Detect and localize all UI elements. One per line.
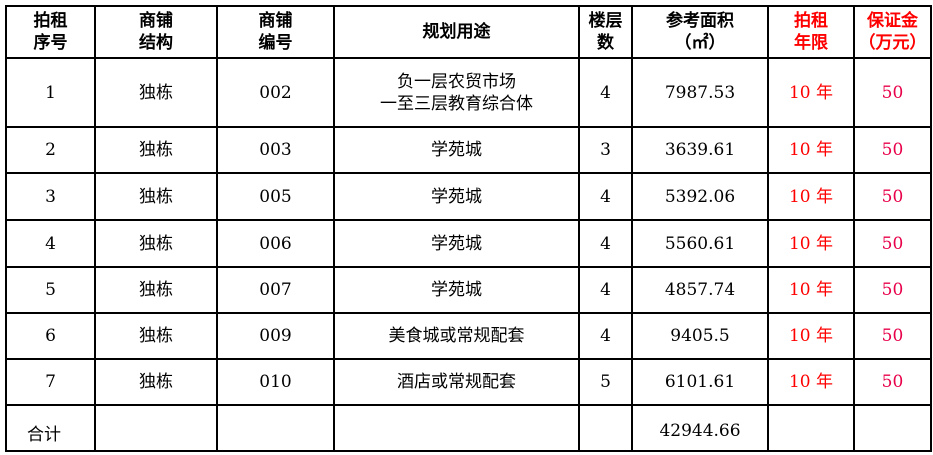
col-deposit-cell: 50: [853, 172, 932, 221]
col-floors-cell: 5: [578, 358, 633, 406]
col-area-cell: 7987.53: [631, 57, 769, 128]
col-lot-number-header: 拍租 序号: [5, 5, 96, 59]
col-lease-term-cell: 10 年: [767, 172, 855, 221]
col-lot-number-cell: 3: [5, 172, 96, 221]
total-label: 合计: [5, 404, 96, 452]
empty-cell: [767, 404, 855, 452]
table-row: 6 独栋 009 美食城或常规配套 4 9405.5 10 年 50: [5, 312, 932, 360]
col-deposit-cell: 50: [853, 126, 932, 174]
col-deposit-cell: 50: [853, 266, 932, 314]
col-planned-use-cell: 美食城或常规配套: [333, 312, 580, 360]
col-lease-term-cell: 10 年: [767, 219, 855, 268]
col-area-cell: 5560.61: [631, 219, 769, 268]
col-floors-header: 楼层 数: [578, 5, 633, 59]
col-floors-cell: 4: [578, 57, 633, 128]
col-lease-term-cell: 10 年: [767, 266, 855, 314]
col-planned-use-cell: 学苑城: [333, 126, 580, 174]
table-row: 1 独栋 002 负一层农贸市场 一至三层教育综合体 4 7987.53 10 年 50: [5, 57, 932, 128]
table-row: 7 独栋 010 酒店或常规配套 5 6101.61 10 年 50: [5, 358, 932, 406]
col-planned-use-cell: 学苑城: [333, 172, 580, 221]
col-floors-cell: 3: [578, 126, 633, 174]
table-row: 3 独栋 005 学苑城 4 5392.06 10 年 50: [5, 172, 932, 221]
col-deposit-cell: 50: [853, 312, 932, 360]
col-shop-number-cell: 009: [216, 312, 335, 360]
empty-cell: [578, 404, 633, 452]
col-lot-number-cell: 7: [5, 358, 96, 406]
col-shop-number-cell: 002: [216, 57, 335, 128]
col-floors-cell: 4: [578, 219, 633, 268]
col-deposit-cell: 50: [853, 358, 932, 406]
col-lease-term-cell: 10 年: [767, 358, 855, 406]
col-planned-use-header: 规划用途: [333, 5, 580, 59]
col-deposit-header: 保证金 （万元）: [853, 5, 932, 59]
col-area-header: 参考面积 （㎡）: [631, 5, 769, 59]
col-area-cell: 5392.06: [631, 172, 769, 221]
col-planned-use-cell: 学苑城: [333, 266, 580, 314]
table-row: 2 独栋 003 学苑城 3 3639.61 10 年 50: [5, 126, 932, 174]
col-deposit-cell: 50: [853, 57, 932, 128]
col-shop-number-cell: 006: [216, 219, 335, 268]
col-planned-use-cell: 学苑城: [333, 219, 580, 268]
col-lease-term-cell: 10 年: [767, 57, 855, 128]
col-floors-cell: 4: [578, 172, 633, 221]
col-deposit-cell: 50: [853, 219, 932, 268]
lease-table: 拍租 序号 商铺 结构 商铺 编号 规划用途 楼层 数参考面积 （㎡） 拍租 年限 保证金 …: [5, 5, 932, 452]
col-lease-term-cell: 10 年: [767, 126, 855, 174]
col-shop-number-cell: 005: [216, 172, 335, 221]
col-lot-number-cell: 2: [5, 126, 96, 174]
col-lease-term-header: 拍租 年限: [767, 5, 855, 59]
col-structure-cell: 独栋: [94, 219, 218, 268]
col-lot-number-cell: 6: [5, 312, 96, 360]
col-lease-term-cell: 10 年: [767, 312, 855, 360]
col-lot-number-cell: 4: [5, 219, 96, 268]
total-area: 42944.66: [631, 404, 769, 452]
empty-cell: [216, 404, 335, 452]
total-row: 合计 42944.66: [5, 404, 932, 452]
col-shop-number-cell: 007: [216, 266, 335, 314]
table-row: 5 独栋 007 学苑城 4 4857.74 10 年 50: [5, 266, 932, 314]
col-shop-number-cell: 003: [216, 126, 335, 174]
col-structure-header: 商铺 结构: [94, 5, 218, 59]
col-area-cell: 9405.5: [631, 312, 769, 360]
col-area-cell: 6101.61: [631, 358, 769, 406]
header-row: 拍租 序号 商铺 结构 商铺 编号 规划用途 楼层 数参考面积 （㎡） 拍租 年限 保证金 …: [5, 5, 932, 59]
col-structure-cell: 独栋: [94, 358, 218, 406]
table-row: 4 独栋 006 学苑城 4 5560.61 10 年 50: [5, 219, 932, 268]
col-area-cell: 4857.74: [631, 266, 769, 314]
col-structure-cell: 独栋: [94, 266, 218, 314]
col-structure-cell: 独栋: [94, 126, 218, 174]
col-lot-number-cell: 1: [5, 57, 96, 128]
col-shop-number-header: 商铺 编号: [216, 5, 335, 59]
col-area-cell: 3639.61: [631, 126, 769, 174]
col-structure-cell: 独栋: [94, 57, 218, 128]
col-structure-cell: 独栋: [94, 312, 218, 360]
col-floors-cell: 4: [578, 312, 633, 360]
empty-cell: [853, 404, 932, 452]
col-floors-cell: 4: [578, 266, 633, 314]
col-structure-cell: 独栋: [94, 172, 218, 221]
empty-cell: [333, 404, 580, 452]
col-lot-number-cell: 5: [5, 266, 96, 314]
col-planned-use-cell: 酒店或常规配套: [333, 358, 580, 406]
empty-cell: [94, 404, 218, 452]
col-shop-number-cell: 010: [216, 358, 335, 406]
col-planned-use-cell: 负一层农贸市场 一至三层教育综合体: [333, 57, 580, 128]
